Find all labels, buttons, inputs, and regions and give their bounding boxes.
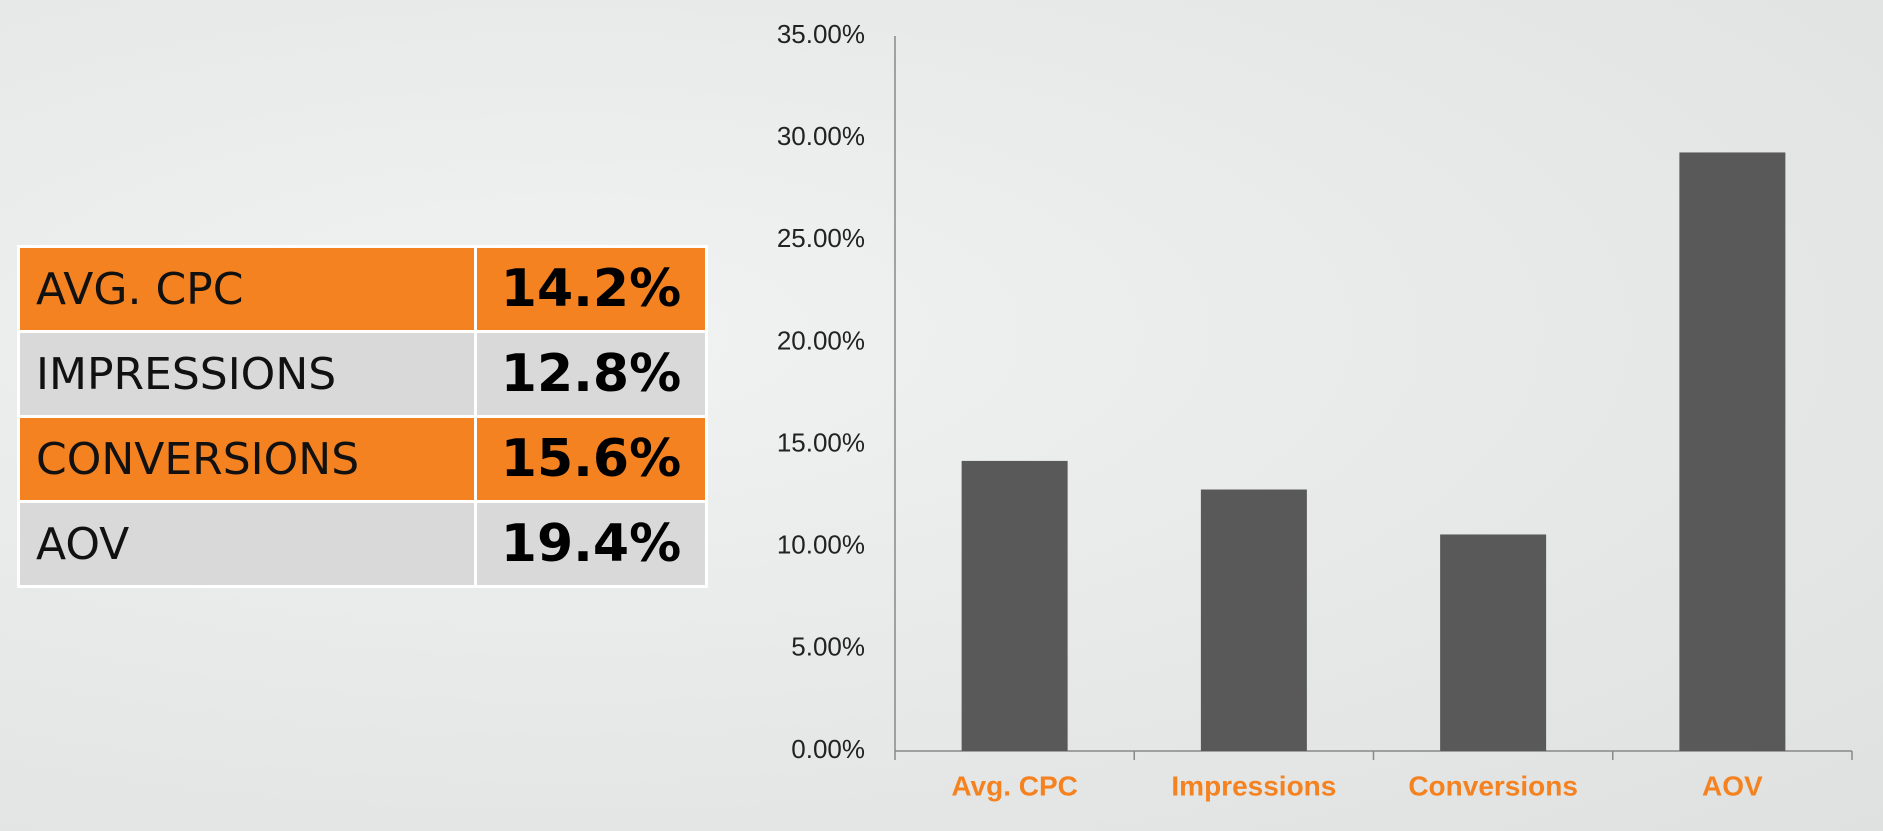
x-tick-label: Avg. CPC: [951, 770, 1078, 801]
y-tick-label: 0.00%: [791, 734, 865, 764]
table-row: CONVERSIONS 15.6%: [17, 415, 708, 503]
metric-name: IMPRESSIONS: [17, 330, 477, 418]
metric-value: 15.6%: [474, 415, 708, 503]
x-tick-label: AOV: [1702, 770, 1763, 801]
metrics-table: AVG. CPC 14.2% IMPRESSIONS 12.8% CONVERSIONS…: [17, 245, 708, 588]
y-tick-label: 25.00%: [777, 223, 865, 253]
bar: [1200, 489, 1307, 751]
metric-value: 19.4%: [474, 500, 708, 588]
y-tick-label: 20.00%: [777, 325, 865, 355]
x-tick-label: Conversions: [1408, 770, 1578, 801]
y-tick-label: 35.00%: [777, 19, 865, 49]
table-row: AVG. CPC 14.2%: [17, 245, 708, 333]
metric-value: 14.2%: [474, 245, 708, 333]
bar: [961, 460, 1068, 751]
metric-name: CONVERSIONS: [17, 415, 477, 503]
y-tick-label: 5.00%: [791, 632, 865, 662]
y-tick-label: 15.00%: [777, 427, 865, 457]
bar: [1679, 152, 1786, 751]
metric-name: AVG. CPC: [17, 245, 477, 333]
metric-name: AOV: [17, 500, 477, 588]
metric-value: 12.8%: [474, 330, 708, 418]
y-tick-label: 10.00%: [777, 530, 865, 560]
table-row: IMPRESSIONS 12.8%: [17, 330, 708, 418]
x-tick-label: Impressions: [1171, 770, 1336, 801]
table-row: AOV 19.4%: [17, 500, 708, 588]
bar: [1440, 534, 1547, 751]
y-tick-label: 30.00%: [777, 121, 865, 151]
